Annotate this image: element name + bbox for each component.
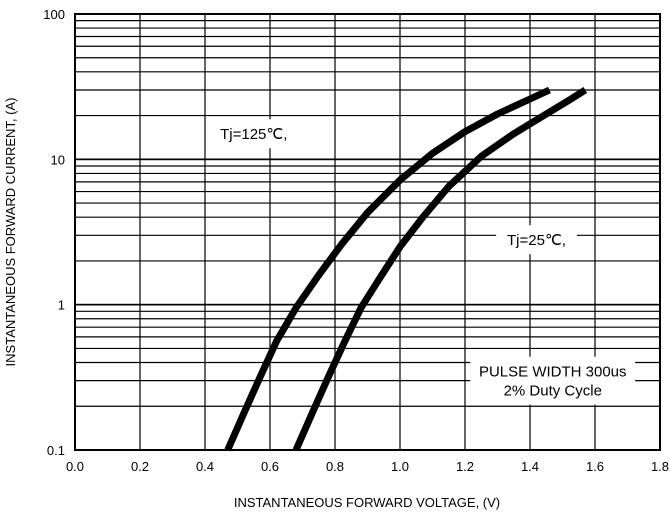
annotation-box — [496, 225, 577, 255]
y-tick-label: 10 — [51, 152, 65, 167]
x-tick-label: 0.2 — [131, 459, 149, 474]
y-tick-label: 1 — [58, 298, 65, 313]
annotation-text: PULSE WIDTH 300us — [479, 364, 627, 381]
annotation-2: Tj=25℃, — [496, 225, 577, 255]
series-line-tj25 — [292, 87, 588, 452]
x-tick-label: 1.4 — [521, 459, 539, 474]
annotation-text: Tj=25℃, — [507, 232, 566, 249]
x-tick-label: 0.8 — [326, 459, 344, 474]
annotation-3: PULSE WIDTH 300us 2% Duty Cycle — [470, 356, 636, 405]
annotation-text: 2% Duty Cycle — [504, 383, 602, 400]
annotations: Tj=125℃, Tj=25℃, PULSE WIDTH 300us 2% Duty … — [209, 119, 636, 405]
series-line-tj125 — [224, 86, 551, 452]
y-tick-labels: 0.1 1 10 100 — [43, 7, 65, 458]
x-tick-label: 1.2 — [456, 459, 474, 474]
x-tick-labels: 0.0 0.2 0.4 0.6 0.8 1.0 1.2 1.4 1.6 1.8 — [66, 459, 669, 474]
x-tick-label: 1.6 — [586, 459, 604, 474]
plot-frame — [74, 13, 661, 451]
x-tick-label: 0.6 — [261, 459, 279, 474]
x-tick-label: 0.4 — [196, 459, 214, 474]
y-axis-title: INSTANTANEOUS FORWARD CURRENT, (A) — [3, 98, 18, 367]
annotation-box — [470, 356, 636, 405]
series-lines — [224, 86, 588, 452]
annotation-box — [209, 119, 299, 149]
x-axis-title: INSTANTANEOUS FORWARD VOLTAGE, (V) — [234, 495, 500, 510]
x-tick-label: 1.0 — [391, 459, 409, 474]
y-tick-label: 0.1 — [47, 443, 65, 458]
x-tick-label: 1.8 — [651, 459, 669, 474]
annotation-text: Tj=125℃, — [220, 126, 287, 143]
annotation-1: Tj=125℃, — [209, 119, 299, 149]
x-tick-label: 0.0 — [66, 459, 84, 474]
y-tick-label: 100 — [43, 7, 65, 22]
